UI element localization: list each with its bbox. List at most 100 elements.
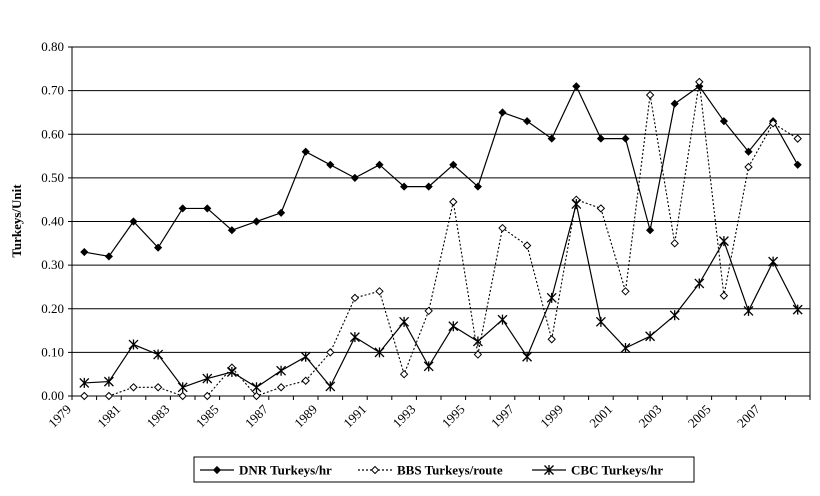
- data-point: [399, 316, 410, 327]
- data-point: [522, 351, 533, 362]
- legend-item: CBC Turkeys/hr: [532, 463, 663, 478]
- y-tick-label: 0.80: [41, 39, 64, 54]
- legend-marker: [370, 465, 380, 475]
- x-tick-label: 1993: [390, 402, 419, 431]
- data-point: [350, 173, 359, 182]
- data-point: [177, 382, 188, 393]
- data-point: [694, 278, 705, 289]
- data-point: [621, 134, 630, 143]
- data-point: [326, 160, 335, 169]
- y-tick-label: 0.10: [41, 344, 64, 359]
- data-point: [695, 77, 704, 87]
- x-tick-label: 1997: [488, 401, 517, 430]
- legend-marker: [212, 465, 222, 475]
- y-axis-label: Turkeys/Unit: [9, 184, 24, 258]
- series-1: [80, 82, 802, 261]
- data-point: [646, 226, 655, 235]
- data-point: [178, 204, 187, 213]
- data-point: [154, 243, 163, 252]
- data-point: [792, 304, 803, 315]
- gridlines: [72, 46, 810, 353]
- data-point: [768, 256, 779, 267]
- data-point: [718, 236, 729, 247]
- data-point: [523, 117, 532, 126]
- data-point: [301, 147, 310, 156]
- x-tick-label: 2007: [734, 401, 763, 430]
- data-point: [251, 382, 262, 393]
- y-tick-label: 0.60: [41, 126, 64, 141]
- data-point: [424, 306, 433, 316]
- data-point: [202, 373, 213, 384]
- data-point: [203, 204, 212, 213]
- series-line: [84, 84, 799, 258]
- y-tick-label: 0.00: [41, 388, 64, 403]
- x-tick-labels: 1979 1981 1983 1985 1987 1989 1991 1993 1995 1997…: [45, 396, 811, 431]
- legend-label: DNR Turkeys/hr: [239, 463, 332, 478]
- data-point: [129, 383, 138, 392]
- data-point: [424, 182, 433, 191]
- legend-item: DNR Turkeys/hr: [200, 463, 332, 478]
- data-point: [449, 160, 458, 169]
- x-tick-label: 1983: [144, 402, 173, 431]
- legend-label: BBS Turkeys/route: [397, 463, 503, 478]
- data-point: [645, 90, 655, 100]
- data-point: [375, 287, 384, 296]
- data-point: [497, 314, 508, 325]
- data-point: [375, 160, 384, 169]
- data-point: [374, 347, 385, 358]
- data-point: [276, 365, 287, 376]
- data-point: [79, 377, 90, 388]
- data-point: [301, 376, 310, 385]
- data-point: [547, 134, 556, 143]
- x-tick-label: 1979: [45, 402, 74, 431]
- data-point: [400, 182, 409, 191]
- x-tick-label: 1999: [537, 402, 566, 431]
- data-point: [448, 321, 459, 332]
- x-tick-label: 1987: [242, 401, 271, 430]
- x-tick-label: 1989: [291, 402, 320, 431]
- data-point: [252, 217, 261, 226]
- data-point: [129, 217, 138, 226]
- data-point: [645, 331, 656, 342]
- data-point: [399, 369, 409, 379]
- legend: DNR Turkeys/hr BBS Turkeys/route CBC Turke…: [193, 456, 695, 483]
- data-point: [596, 134, 605, 143]
- data-point: [744, 147, 753, 156]
- data-point: [349, 332, 360, 343]
- y-tick-label: 0.50: [41, 170, 64, 185]
- data-point: [670, 99, 679, 108]
- data-point: [793, 160, 802, 169]
- y-tick-label: 0.40: [41, 214, 64, 229]
- data-point: [546, 292, 557, 303]
- data-point: [449, 197, 458, 207]
- data-point: [153, 349, 164, 360]
- data-point: [473, 182, 482, 191]
- data-point: [153, 383, 163, 392]
- data-point: [276, 383, 286, 392]
- data-point: [768, 119, 778, 128]
- y-tick-labels: 0.00 0.10 0.20 0.30 0.40 0.50 0.60 0.70 0.80: [41, 39, 72, 403]
- data-point: [104, 391, 114, 401]
- legend-item: BBS Turkeys/route: [358, 463, 503, 478]
- data-point: [423, 361, 434, 372]
- x-tick-label: 1991: [340, 402, 369, 431]
- data-point: [571, 199, 582, 210]
- data-point: [719, 291, 729, 300]
- data-point: [793, 134, 802, 143]
- legend-label: CBC Turkeys/hr: [571, 463, 663, 478]
- data-point: [620, 343, 631, 354]
- data-point: [719, 117, 728, 126]
- data-point: [621, 287, 630, 296]
- legend-marker: [544, 465, 554, 475]
- y-tick-label: 0.30: [41, 257, 64, 272]
- data-point: [498, 108, 507, 117]
- data-point: [103, 376, 114, 387]
- data-point: [203, 391, 212, 401]
- data-point: [670, 239, 679, 248]
- x-tick-label: 2001: [586, 402, 615, 431]
- data-point: [595, 316, 606, 327]
- data-point: [472, 336, 483, 347]
- data-point: [178, 391, 187, 401]
- x-tick-label: 1985: [193, 402, 222, 431]
